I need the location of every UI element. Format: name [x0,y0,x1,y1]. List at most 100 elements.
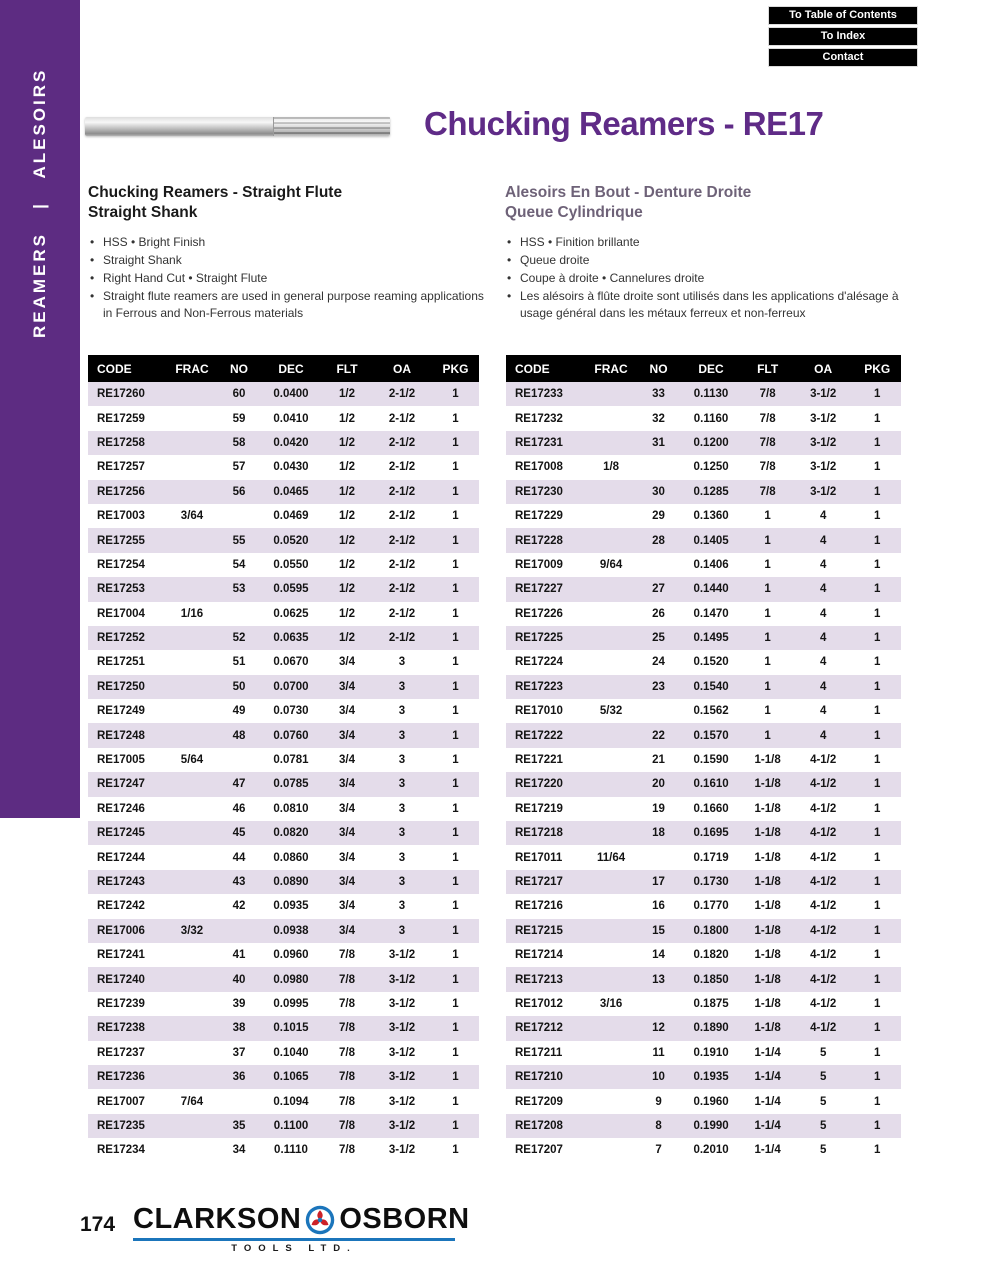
table-cell: 1 [874,876,881,888]
table-cell: 0.2010 [693,1144,729,1157]
table-cell: RE17247 [97,778,145,791]
table-cell: 1/2 [339,510,355,523]
table-cell [166,626,218,650]
nav-button-contact[interactable]: Contact [768,48,918,67]
table-cell: 0.0420 [273,436,309,449]
table-cell [166,406,218,430]
table-cell [585,1114,638,1138]
table-cell: 37 [232,1046,246,1059]
table-cell [166,650,218,674]
bullet-item: Right Hand Cut • Straight Flute [88,270,490,288]
table-cell: 7/8 [339,997,355,1010]
table-cell: 3-1/2 [388,1119,416,1132]
table-cell: 1 [874,583,881,596]
table-cell: 2-1/2 [388,461,416,474]
table-cell: 1 [874,924,881,937]
table-cell: RE17246 [97,802,145,815]
table-cell: 0.1440 [693,583,729,596]
table-cell: 3 [398,851,406,864]
nav-button-index[interactable]: To Index [768,27,918,46]
table-row: RE17207 7 0.2010 1-1/4 5 1 [506,1138,901,1162]
table-cell [585,894,638,918]
table-cell: 7/8 [759,485,776,498]
table-row: RE17224 24 0.1520 1 4 1 [506,650,901,674]
table-cell: 1 [452,607,459,620]
table-cell: 3-1/2 [810,461,837,474]
table-cell: 0.0700 [273,680,309,693]
table-cell: 1 [452,949,459,962]
table-cell: 0.1610 [693,778,729,791]
table-cell: 1 [452,656,459,669]
table-cell: 0.1875 [693,997,729,1010]
table-cell: 1-1/8 [754,827,781,840]
table-row: RE17248 48 0.0760 3/4 3 1 [88,723,479,748]
table-cell: 33 [652,388,665,401]
table-row: RE17004 1/16 0.0625 1/2 2-1/2 1 [88,602,479,626]
table-cell: 0.1285 [693,485,729,498]
table-cell: RE17225 [515,632,563,645]
table-cell: 1 [764,705,771,718]
table-cell: RE17248 [97,729,145,742]
table-cell: RE17006 [97,924,145,937]
table-row: RE17230 30 0.1285 7/8 3-1/2 1 [506,479,901,504]
table-cell: 17 [652,876,665,888]
table-cell [166,1041,218,1065]
english-heading: Chucking Reamers - Straight Flute Straig… [88,183,490,223]
table-cell [585,723,638,747]
table-cell: 0.0469 [273,510,309,523]
table-cell: 41 [232,949,246,962]
table-cell: 4-1/2 [810,754,837,767]
table-cell [637,553,679,577]
table-row: RE17225 25 0.1495 1 4 1 [506,625,901,651]
table-row: RE17222 22 0.1570 1 4 1 [506,723,901,748]
table-cell: 1 [874,827,881,840]
table-cell [166,528,218,552]
table-cell: 1 [764,607,771,620]
table-row: RE17235 35 0.1100 7/8 3-1/2 1 [88,1113,479,1139]
table-cell: 0.1695 [693,827,729,840]
table-cell: 1 [874,851,881,864]
table-cell: 3-1/2 [810,485,837,498]
table-cell: 1 [874,1071,881,1084]
table-cell [585,797,638,821]
table-cell: 1 [874,900,881,913]
table-row: RE17249 49 0.0730 3/4 3 1 [88,699,479,723]
table-cell [585,431,638,455]
table-cell: 1 [874,534,881,547]
table-cell [585,382,638,406]
table-cell: 0.1935 [693,1071,729,1084]
table-cell: RE17232 [515,412,563,425]
column-header: FLT [322,355,372,382]
table-cell: 3 [398,705,406,718]
table-cell: 1 [764,729,771,742]
table-cell: 0.1110 [274,1144,308,1157]
table-cell: 1 [452,583,459,596]
table-cell: 1-1/4 [754,1095,781,1108]
table-cell [166,894,218,918]
table-cell: 29 [652,510,665,523]
french-heading-line2: Queue Cylindrique [505,204,643,222]
table-cell: 4-1/2 [810,876,837,888]
table-cell: 0.1660 [693,802,729,815]
table-cell: RE17254 [97,558,145,571]
table-cell: 0.1850 [693,973,729,986]
nav-button-table-of-contents[interactable]: To Table of Contents [768,6,918,25]
table-cell: RE17009 [515,558,563,571]
table-row: RE17242 42 0.0935 3/4 3 1 [88,894,479,918]
table-row: RE17212 12 0.1890 1-1/8 4-1/2 1 [506,1016,901,1041]
table-cell: 1-1/8 [754,876,781,888]
table-cell: 59 [232,412,246,425]
table-cell: 1 [874,778,881,791]
table-cell: 16 [652,900,665,913]
table-cell: 2-1/2 [388,412,416,425]
table-cell: 2-1/2 [388,510,416,523]
table-cell: 1 [452,778,459,791]
table-cell: RE17207 [515,1144,563,1157]
table-cell: RE17229 [515,510,563,523]
table-cell: 27 [652,583,665,596]
table-cell: 4 [819,705,827,718]
table-cell: 0.0995 [273,997,309,1010]
table-cell: 0.0890 [273,876,309,888]
table-cell: 4 [819,583,827,596]
table-cell: 1 [452,851,459,864]
